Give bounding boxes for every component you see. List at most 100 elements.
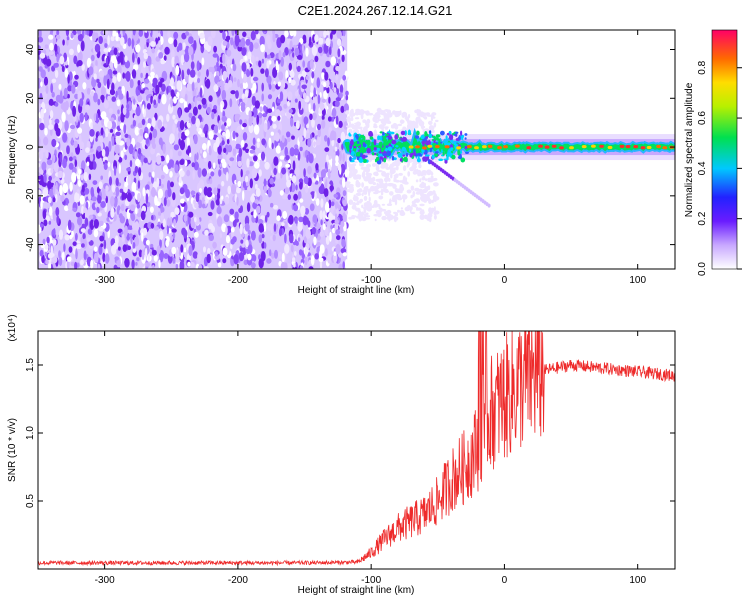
noise-blob [43, 173, 47, 184]
noise-blob [42, 187, 49, 197]
haze-blob [415, 198, 420, 203]
noise-blob [229, 157, 235, 162]
noise-blob [161, 184, 164, 188]
noise-blob [245, 239, 249, 248]
noise-blob [80, 174, 84, 181]
noise-blob [44, 44, 49, 49]
haze-blob [345, 181, 351, 185]
noise-blob [201, 168, 207, 177]
noise-blob [234, 34, 240, 45]
haze-blob [420, 209, 425, 214]
noise-blob [163, 123, 168, 129]
noise-blob [162, 218, 166, 228]
noise-blob [234, 211, 239, 220]
haze-blob [399, 183, 404, 190]
noise-blob [135, 261, 138, 266]
noise-blob [317, 46, 323, 54]
signal-hotspot [581, 145, 587, 149]
noise-blob [323, 30, 327, 38]
signal-scatter [379, 156, 383, 160]
noise-blob [199, 188, 202, 193]
noise-blob [67, 74, 70, 84]
noise-blob [222, 161, 227, 169]
haze-blob [355, 108, 361, 112]
colorbar-tick-label: 0.0 [697, 262, 708, 276]
noise-blob [81, 63, 85, 71]
noise-blob [246, 158, 250, 168]
noise-blob [313, 172, 317, 179]
noise-blob [125, 218, 129, 226]
noise-blob [255, 184, 258, 189]
noise-blob [160, 59, 166, 65]
noise-blob [48, 98, 54, 106]
noise-blob [272, 123, 277, 129]
noise-blob [287, 194, 291, 200]
haze-blob [433, 212, 437, 216]
noise-blob [90, 122, 93, 131]
noise-blob [227, 185, 231, 195]
noise-blob [225, 235, 231, 244]
noise-blob [227, 144, 233, 153]
noise-blob [327, 116, 332, 122]
haze-blob [358, 188, 363, 193]
noise-blob [326, 108, 332, 116]
noise-blob [92, 180, 98, 186]
x-tick-label: 100 [629, 575, 646, 586]
noise-blob [163, 197, 167, 207]
noise-blob [108, 176, 113, 186]
noise-blob [153, 99, 157, 106]
signal-scatter [458, 135, 462, 141]
haze-blob [400, 207, 403, 210]
noise-blob [56, 215, 60, 225]
noise-blob [79, 195, 85, 205]
signal-scatter [385, 133, 389, 136]
spectrogram-y-ticks: -40 -20 0 20 40 [25, 44, 675, 252]
noise-blob [98, 226, 104, 232]
noise-blob [56, 30, 60, 36]
noise-blob [82, 233, 86, 240]
noise-blob [341, 238, 346, 248]
noise-blob [74, 74, 79, 80]
noise-blob [212, 53, 219, 58]
noise-blob [100, 243, 104, 248]
noise-blob [83, 207, 88, 214]
colorbar-tick-label: 0.6 [697, 111, 708, 125]
signal-scatter [451, 154, 456, 160]
noise-blob [124, 154, 128, 161]
noise-blob [58, 229, 64, 240]
haze-blob [431, 129, 435, 134]
signal-scatter [404, 130, 407, 136]
noise-blob [107, 95, 111, 102]
noise-blob [84, 112, 88, 122]
noise-blob [333, 251, 337, 256]
signal-scatter [391, 139, 397, 145]
noise-blob [48, 51, 54, 55]
noise-blob [58, 83, 62, 90]
noise-blob [276, 173, 281, 179]
noise-blob [48, 175, 52, 182]
signal-scatter [435, 134, 441, 138]
signal-scatter [415, 149, 419, 154]
noise-blob [308, 266, 314, 269]
signal-scatter [382, 153, 388, 157]
noise-blob [59, 153, 63, 163]
noise-blob [110, 36, 115, 42]
noise-blob [278, 228, 283, 237]
noise-blob [59, 184, 63, 196]
noise-blob [267, 108, 273, 113]
haze-blob [355, 117, 360, 120]
noise-blob [158, 40, 161, 48]
noise-blob [197, 83, 200, 92]
noise-blob [185, 31, 190, 36]
noise-blob [221, 89, 227, 101]
signal-scatter [376, 153, 379, 157]
noise-blob [167, 161, 172, 169]
noise-blob [90, 259, 94, 269]
noise-blob [80, 259, 84, 266]
noise-blob [78, 168, 82, 175]
noise-blob [89, 153, 94, 162]
noise-blob [151, 214, 154, 221]
noise-blob [47, 180, 52, 190]
noise-blob [152, 128, 158, 139]
noise-blob [216, 61, 219, 68]
